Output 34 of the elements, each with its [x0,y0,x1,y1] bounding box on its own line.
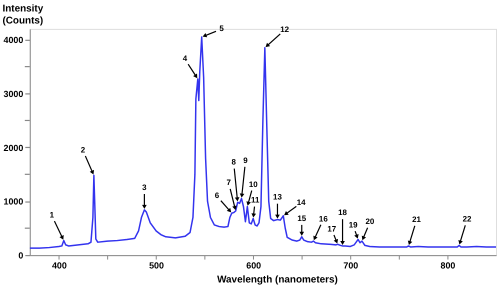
x-axis-title: Wavelength (nanometers) [217,274,338,286]
annotation: 22 [462,214,472,224]
annotation: 3 [142,183,148,192]
y-tick-label: 3000 [3,89,24,100]
annotation: 20 [366,217,375,226]
y-tick-label: 2000 [3,142,24,153]
annotation: 12 [280,24,290,34]
annotation: 4 [182,54,188,64]
annotation: 8 [231,158,236,167]
annotation: 13 [273,192,282,202]
annotation: 7 [226,178,232,188]
y-tick-label: 1000 [3,196,24,207]
annotation: 18 [338,208,348,218]
annotation: 6 [214,191,220,200]
annotation: 14 [296,198,306,207]
y-tick-label: 4000 [3,35,24,46]
x-tick-label: 800 [440,260,456,270]
x-tick-label: 500 [149,260,164,270]
annotation: 1 [50,210,55,220]
annotation: 11 [250,196,260,205]
x-tick-label: 600 [246,260,262,270]
annotation: 9 [243,156,248,165]
annotation: 5 [219,24,224,34]
annotation: 10 [248,180,258,189]
annotation: 16 [318,214,328,224]
annotation: 17 [327,224,337,234]
annotation: 21 [412,215,422,224]
annotation: 2 [80,146,86,155]
y-tick-label: 0 [18,250,24,261]
y-axis-title: Intensity (Counts) [2,4,44,26]
x-tick-label: 400 [52,260,67,270]
annotation: 15 [297,214,307,223]
x-tick-label: 700 [343,260,358,270]
annotation: 19 [348,220,358,230]
